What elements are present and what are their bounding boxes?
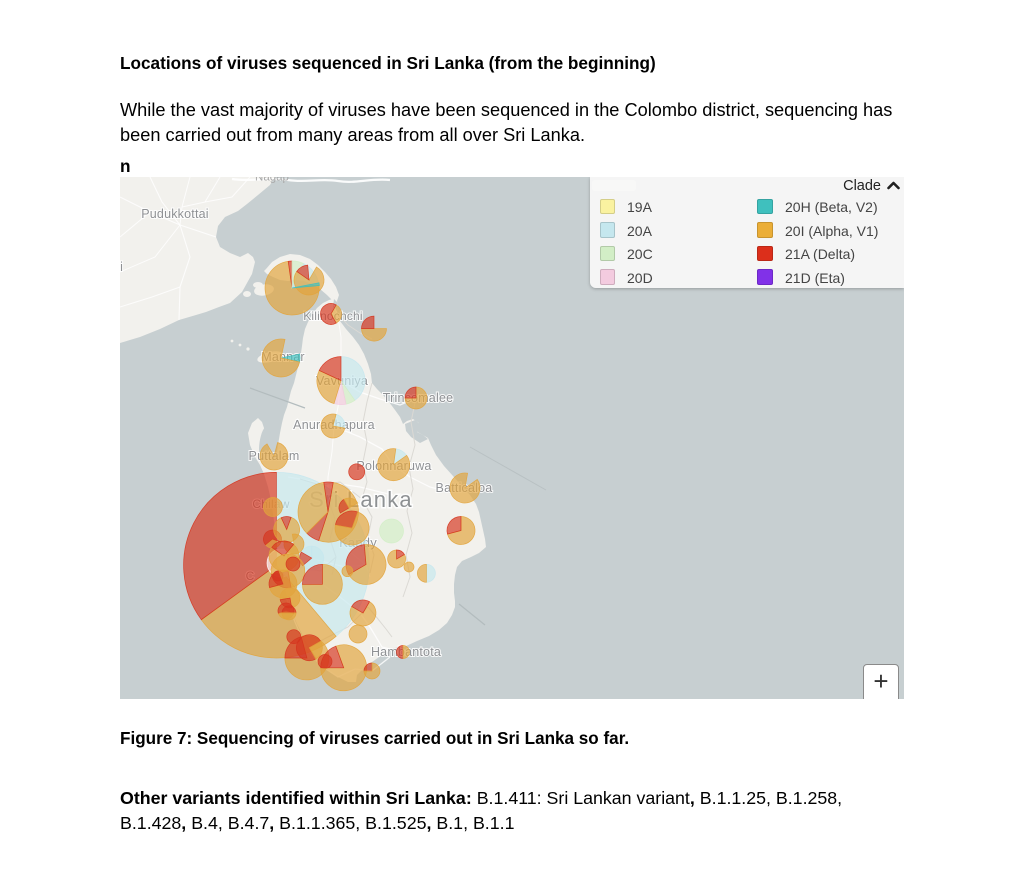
svg-text:ai: ai xyxy=(120,260,123,274)
svg-text:Pudukkottai: Pudukkottai xyxy=(141,207,209,221)
svg-text:Nagap: Nagap xyxy=(255,177,289,184)
